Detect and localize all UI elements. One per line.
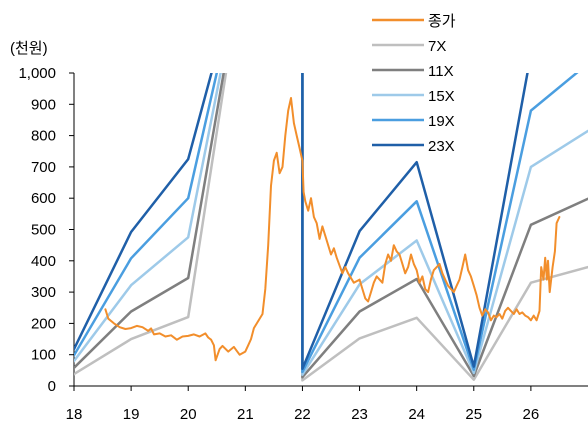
x-tick-label: 23 [351, 406, 368, 423]
y-tick-label: 1,000 [18, 65, 56, 82]
legend: 종가 7X 11X 15X 19X 23X [372, 13, 456, 155]
legend-label-23x: 23X [428, 138, 455, 155]
y-axis-ticks: 0 100 200 300 400 500 600 700 800 900 1,000 [18, 65, 74, 395]
y-tick-label: 300 [31, 284, 56, 301]
legend-label-7x: 7X [428, 38, 446, 55]
x-tick-label: 26 [523, 406, 540, 423]
series-line-23x [74, 73, 529, 371]
legend-label-close: 종가 [428, 13, 456, 30]
x-tick-label: 25 [465, 406, 482, 423]
x-axis-ticks: 18 19 20 21 22 23 24 25 26 [66, 386, 540, 423]
legend-label-19x: 19X [428, 113, 455, 130]
y-tick-label: 600 [31, 190, 56, 207]
y-tick-label: 500 [31, 222, 56, 239]
series-line-11x [74, 73, 588, 379]
y-tick-label: 800 [31, 128, 56, 145]
x-tick-label: 24 [408, 406, 425, 423]
x-tick-label: 18 [66, 406, 83, 423]
legend-label-15x: 15X [428, 88, 455, 105]
x-tick-label: 20 [180, 406, 197, 423]
series-layer [74, 73, 588, 382]
legend-label-11x: 11X [428, 63, 454, 80]
y-tick-label: 700 [31, 159, 56, 176]
y-tick-label: 900 [31, 96, 56, 113]
x-tick-label: 21 [237, 406, 254, 423]
x-tick-label: 19 [123, 406, 140, 423]
x-tick-label: 22 [294, 406, 311, 423]
series-line-15x [74, 73, 588, 376]
series-line-7x [74, 73, 588, 382]
unit-label: (천원) [10, 40, 48, 57]
y-tick-label: 100 [31, 347, 56, 364]
y-tick-label: 400 [31, 253, 56, 270]
series-line-close [104, 97, 561, 362]
y-tick-label: 200 [31, 315, 56, 332]
y-tick-label: 0 [48, 378, 56, 395]
series-line-19x [74, 73, 579, 374]
